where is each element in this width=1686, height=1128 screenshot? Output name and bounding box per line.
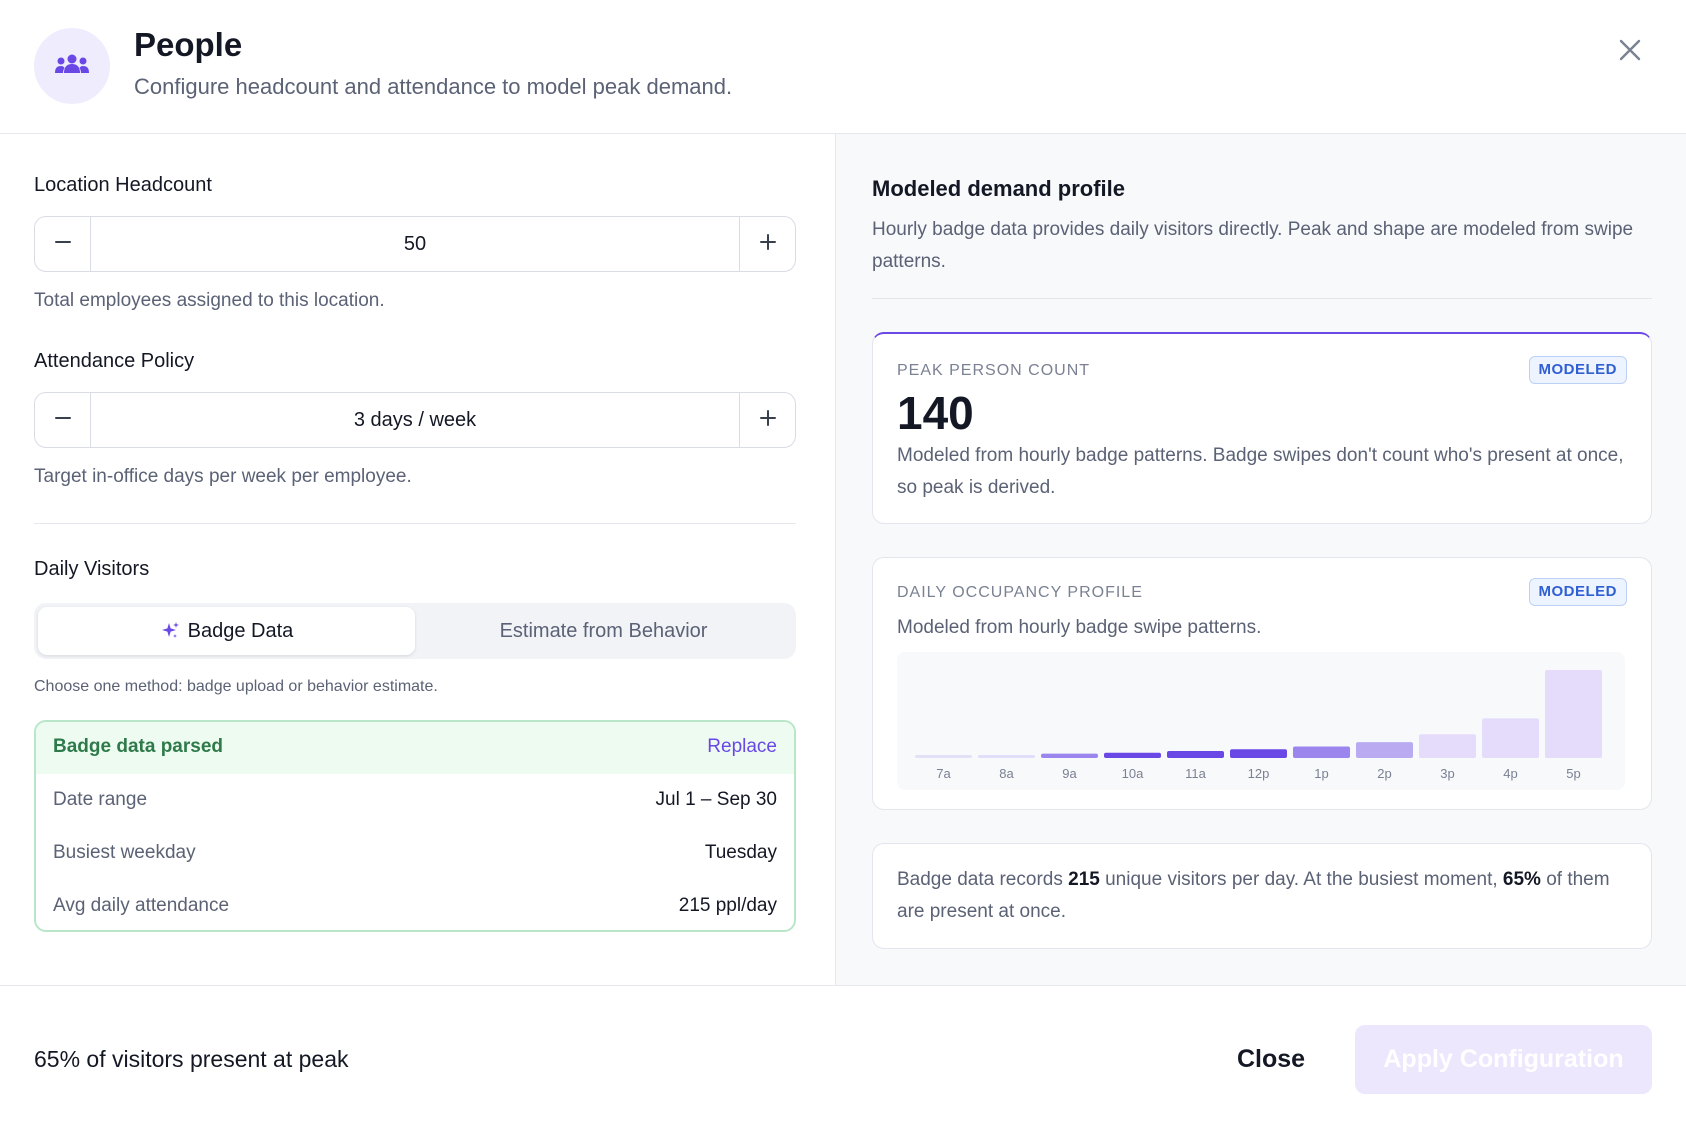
page-subtitle: Configure headcount and attendance to mo… (134, 74, 733, 99)
profile-description: Hourly badge data provides daily visitor… (872, 219, 1634, 272)
bar-11a (1167, 750, 1224, 758)
configuration-panel: Location Headcount 50 Total employees as… (0, 134, 835, 985)
attendance-stepper: 3 days / week (34, 392, 796, 448)
peak-eyebrow: Peak person count (897, 362, 1091, 379)
close-button[interactable]: Close (1236, 1044, 1306, 1073)
tick-label-4p: 4p (1503, 766, 1517, 781)
section-divider (34, 523, 796, 524)
headcount-decrement-button[interactable] (35, 217, 91, 271)
summary-text: Badge data records 215 unique visitors p… (897, 864, 1627, 928)
visitors-label: Daily Visitors (34, 558, 150, 580)
summary-visitors-count: 215 (1068, 869, 1100, 890)
badge-row-key: Date range (53, 789, 148, 810)
tick-label-10a: 10a (1122, 766, 1144, 781)
visitors-method-toggle: Badge Data Estimate from Behavior (34, 603, 796, 659)
summary-part: of them are present at once. (897, 869, 1610, 922)
headcount-input[interactable]: 50 (403, 233, 427, 255)
tab-estimate-label: Estimate from Behavior (499, 619, 708, 642)
tick-label-1p: 1p (1314, 766, 1328, 781)
bar-4p (1482, 718, 1539, 758)
bar-10a (1104, 752, 1161, 758)
profile-title: Modeled demand profile (872, 176, 1126, 201)
attendance-helper: Target in-office days per week per emplo… (34, 466, 412, 487)
summary-part: unique visitors per day. At the busiest … (1099, 869, 1503, 890)
bar-9a (1041, 753, 1098, 758)
modeled-badge: MODELED (1528, 578, 1627, 606)
close-icon[interactable] (1614, 34, 1646, 66)
badge-row-avg-attendance: Avg daily attendance 215 ppl/day (36, 880, 794, 930)
bar-2p (1356, 742, 1413, 758)
attendance-input[interactable]: 3 days / week (353, 409, 477, 431)
tab-estimate-from-behavior[interactable]: Estimate from Behavior (415, 607, 792, 655)
badge-row-busiest-weekday: Busiest weekday Tuesday (36, 827, 794, 879)
tab-badge-data-label: Badge Data (187, 619, 294, 642)
footer-status: 65% of visitors present at peak (34, 1046, 349, 1072)
sparkle-icon (160, 621, 180, 641)
headcount-label: Location Headcount (34, 174, 212, 196)
bar-12p (1230, 749, 1287, 758)
bar-7a (915, 755, 972, 758)
occupancy-eyebrow: Daily occupancy profile (897, 584, 1143, 601)
tick-label-11a: 11a (1185, 766, 1206, 781)
modeled-badge: MODELED (1528, 356, 1627, 384)
badge-row-key: Busiest weekday (53, 842, 196, 863)
badge-row-value: 215 ppl/day (678, 895, 777, 916)
badge-row-date-range: Date range Jul 1 – Sep 30 (36, 774, 794, 826)
peak-count-card: Peak person count MODELED 140 Modeled fr… (872, 332, 1652, 524)
tick-label-5p: 5p (1566, 766, 1580, 781)
tick-label-3p: 3p (1440, 766, 1454, 781)
occupancy-profile-card: Daily occupancy profile MODELED Modeled … (872, 557, 1652, 810)
bar-1p (1293, 746, 1350, 758)
bar-3p (1419, 734, 1476, 758)
summary-peak-percent: 65% (1502, 869, 1541, 890)
plus-icon (759, 233, 777, 256)
badge-row-key: Avg daily attendance (53, 895, 230, 916)
badge-status-title: Badge data parsed (53, 736, 223, 757)
headcount-helper: Total employees assigned to this locatio… (34, 290, 385, 311)
people-avatar (34, 28, 110, 104)
modal-header: People Configure headcount and attendanc… (0, 0, 1686, 134)
badge-row-value: Tuesday (704, 842, 777, 863)
tab-badge-data[interactable]: Badge Data (38, 607, 415, 655)
tick-label-9a: 9a (1062, 766, 1077, 781)
peak-value: 140 (897, 387, 974, 439)
attendance-increment-button[interactable] (739, 393, 795, 447)
summary-part: Badge data records (897, 869, 1069, 890)
modal-footer: 65% of visitors present at peak Close Ap… (0, 985, 1686, 1128)
occupancy-bar-chart: 7a 8a 9a 10a 11a 12p 1p 2p 3p 4p 5p (915, 670, 1602, 781)
tick-label-12p: 12p (1248, 766, 1270, 781)
page-title: People (134, 26, 243, 63)
tick-label-7a: 7a (936, 766, 951, 781)
profile-divider (872, 298, 1652, 299)
badge-data-card: Badge data parsed Replace Date range Jul… (34, 720, 796, 932)
method-helper: Choose one method: badge upload or behav… (34, 678, 438, 695)
attendance-label: Attendance Policy (34, 350, 195, 372)
minus-icon (54, 233, 72, 256)
people-group-icon (54, 53, 90, 80)
column-divider (835, 134, 836, 985)
summary-card: Badge data records 215 unique visitors p… (872, 843, 1652, 949)
replace-link[interactable]: Replace (707, 736, 777, 757)
plus-icon (759, 409, 777, 432)
occupancy-description: Modeled from hourly badge swipe patterns… (897, 617, 1262, 638)
bar-8a (978, 755, 1035, 758)
minus-icon (54, 409, 72, 432)
tick-label-2p: 2p (1377, 766, 1391, 781)
demand-profile-panel: Modeled demand profile Hourly badge data… (836, 134, 1686, 985)
peak-description: Modeled from hourly badge patterns. Badg… (897, 445, 1624, 498)
tick-label-8a: 8a (999, 766, 1014, 781)
badge-row-value: Jul 1 – Sep 30 (655, 789, 777, 810)
bar-5p (1545, 670, 1602, 758)
headcount-stepper: 50 (34, 216, 796, 272)
headcount-increment-button[interactable] (739, 217, 795, 271)
attendance-decrement-button[interactable] (35, 393, 91, 447)
occupancy-chart: 7a 8a 9a 10a 11a 12p 1p 2p 3p 4p 5p (897, 652, 1625, 790)
badge-card-header: Badge data parsed Replace (36, 722, 794, 774)
apply-configuration-button[interactable]: Apply Configuration (1355, 1025, 1652, 1094)
